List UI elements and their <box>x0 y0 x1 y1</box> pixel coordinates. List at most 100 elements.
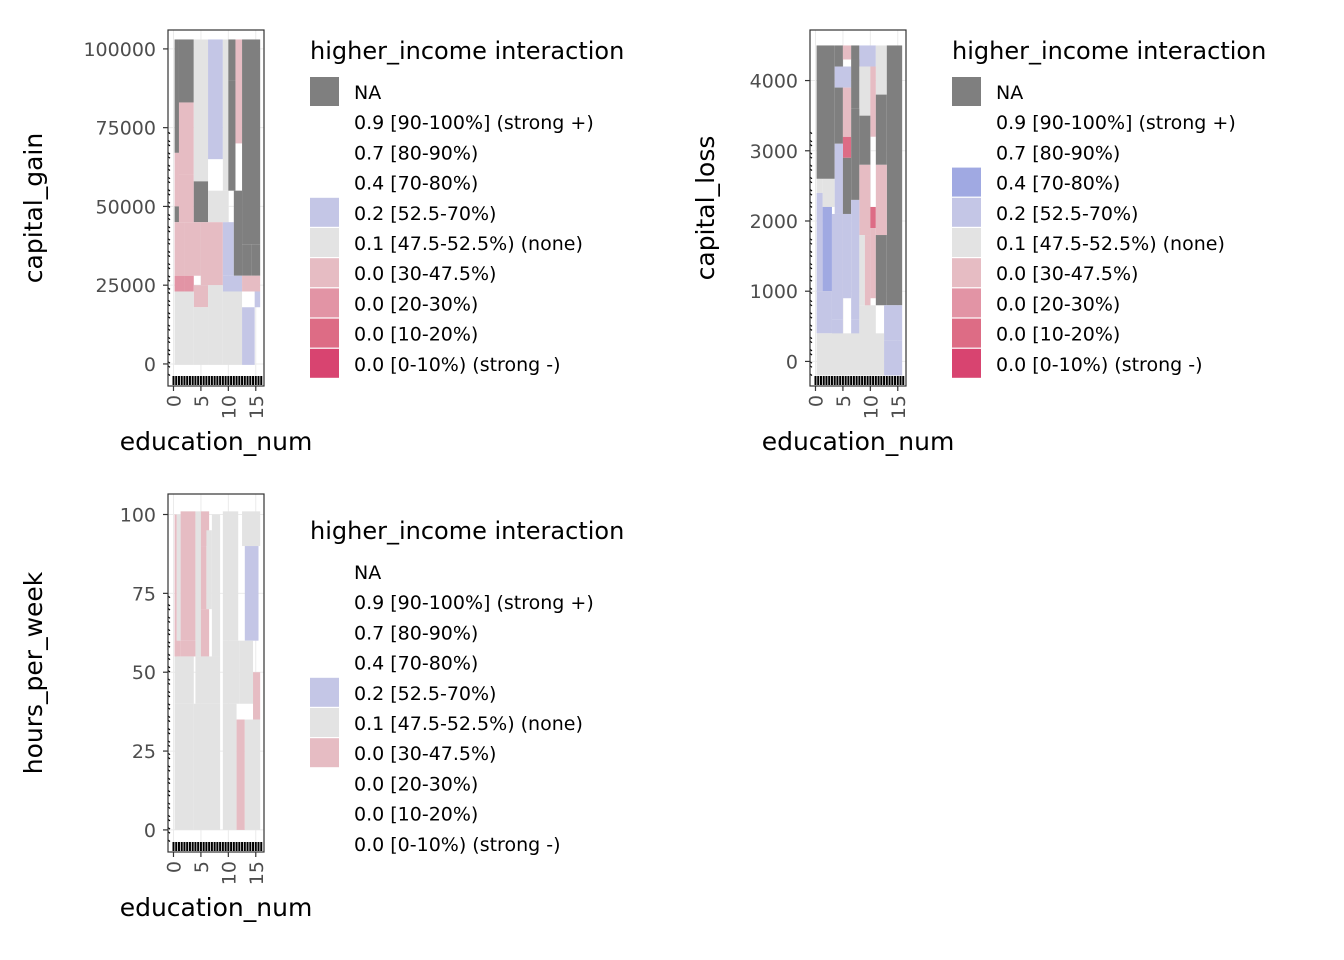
heatmap-cell <box>174 206 179 223</box>
legend-key <box>952 167 981 197</box>
legend-key <box>952 318 981 348</box>
heatmap-cell <box>870 206 876 229</box>
heatmap-cell <box>242 244 252 276</box>
heatmap-cell <box>816 45 835 179</box>
heatmap-cell <box>834 45 843 67</box>
heatmap-cell <box>222 291 243 365</box>
heatmap-cell <box>193 285 209 308</box>
x-tick-label: 10 <box>860 395 882 419</box>
heatmap-cell <box>244 719 261 830</box>
heatmap-cell <box>222 703 237 830</box>
legend-key <box>310 348 339 378</box>
heatmap-cell <box>859 45 876 67</box>
x-axis-title: education_num <box>762 427 955 456</box>
heatmap-cell <box>816 178 823 193</box>
heatmap-cell <box>242 39 261 245</box>
legend-label: 0.7 [80-90%) <box>354 622 478 644</box>
heatmap-cell <box>254 291 261 308</box>
heatmap-cell <box>222 39 229 191</box>
legend-label: 0.9 [90-100%] (strong +) <box>354 592 594 614</box>
heatmap-cell <box>859 305 876 341</box>
heatmap-cell <box>228 80 236 191</box>
panel-border <box>167 29 265 387</box>
x-rug <box>172 376 263 385</box>
heatmap-cell <box>242 275 261 292</box>
panel-border <box>167 493 265 853</box>
legend-label: 0.1 [47.5-52.5%) (none) <box>354 713 583 735</box>
x-axis-title: education_num <box>120 893 313 922</box>
heatmap-cell <box>859 164 871 236</box>
heatmap-cell <box>235 39 243 144</box>
heatmap-cell <box>851 108 860 200</box>
y-tick-label: 3000 <box>750 141 798 163</box>
x-tick-label: 5 <box>191 395 213 407</box>
y-tick-label: 1000 <box>750 281 798 303</box>
heatmap-cell <box>816 333 885 376</box>
heatmap-cell <box>875 45 887 95</box>
heatmap-cell <box>184 222 201 276</box>
y-tick-label: 75000 <box>96 118 156 140</box>
heatmap-cell <box>200 222 223 286</box>
legend-key <box>952 197 981 227</box>
legend-label: NA <box>996 82 1023 104</box>
heatmap-cell <box>870 228 876 299</box>
heatmap-cell <box>200 546 207 610</box>
heatmap-cell <box>244 546 259 641</box>
legend-key <box>310 708 339 737</box>
heatmap-cell <box>875 164 887 236</box>
heatmap-cell <box>842 136 852 158</box>
heatmap-cell <box>178 39 194 103</box>
heatmap-cell <box>864 235 871 320</box>
heatmap-cell <box>174 291 194 365</box>
heatmap-cell <box>822 178 835 207</box>
heatmap-cell <box>195 511 201 657</box>
y-tick-label: 75 <box>132 583 156 605</box>
y-axis-title: hours_per_week <box>19 571 48 774</box>
y-tick-label: 0 <box>144 354 156 376</box>
legend-label: 0.2 [52.5-70%) <box>354 203 496 225</box>
legend-key <box>310 228 339 257</box>
heatmap-cell <box>870 66 876 137</box>
heatmap-cell <box>174 703 194 830</box>
heatmap-cell <box>875 94 887 165</box>
x-tick-label: 15 <box>246 861 268 885</box>
legend-label: 0.0 [20-30%) <box>354 773 478 795</box>
heatmap-cell <box>242 307 255 365</box>
y-tick-label: 100 <box>120 505 156 527</box>
heatmap-cell <box>851 59 860 109</box>
heatmap-cell <box>851 199 860 320</box>
heatmap-cell <box>208 285 223 365</box>
legend-label: NA <box>354 82 381 104</box>
heatmap-cell <box>176 514 181 641</box>
y-tick-label: 4000 <box>750 71 798 93</box>
x-rug <box>814 376 905 385</box>
heatmap-cell <box>174 275 185 292</box>
legend-label: NA <box>354 562 381 584</box>
heatmap-cell <box>200 609 210 657</box>
legend-label: 0.9 [90-100%] (strong +) <box>354 112 594 134</box>
y-axis-title: capital_gain <box>19 133 48 283</box>
heatmap-cell <box>851 45 860 60</box>
x-rug <box>172 842 263 851</box>
legend-key <box>952 258 981 288</box>
heatmap-cell <box>193 181 209 223</box>
legend-key <box>952 228 981 257</box>
legend-key <box>952 77 981 106</box>
legend-label: 0.2 [52.5-70%) <box>996 203 1138 225</box>
heatmap-cell <box>193 39 209 182</box>
heatmap-cell <box>180 640 196 657</box>
legend: higher_income interaction NA 0.9 [90-100%]… <box>310 37 624 378</box>
heatmap-cell <box>195 656 201 704</box>
heatmap-cell <box>834 66 852 88</box>
legend: higher_income interaction NA 0.9 [90-100%]… <box>952 37 1266 378</box>
heatmap-cell <box>178 102 194 175</box>
heatmap-cell <box>222 275 243 292</box>
y-tick-label: 0 <box>144 820 156 842</box>
x-tick-label: 5 <box>833 395 855 407</box>
heatmap-cell <box>831 319 843 341</box>
legend-label: 0.0 [10-20%) <box>354 804 478 826</box>
legend-key <box>310 288 339 318</box>
x-tick-label: 10 <box>218 861 240 885</box>
legend-label: 0.0 [0-10%) (strong -) <box>996 354 1203 376</box>
